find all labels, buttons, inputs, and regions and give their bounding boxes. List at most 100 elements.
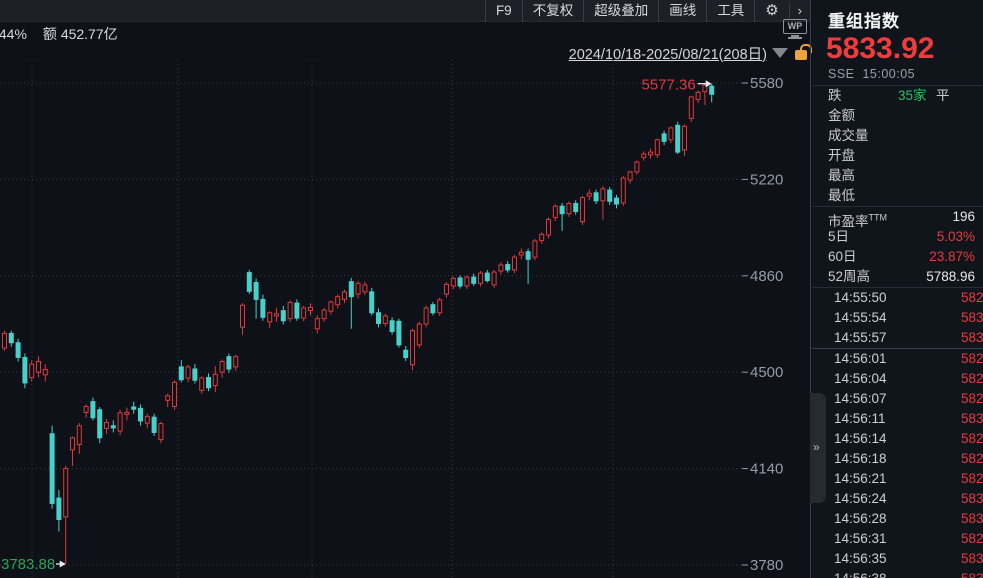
stat-label: 成交量 (828, 128, 869, 143)
tick-value: 583 (961, 411, 983, 426)
toolbar-button-3[interactable]: 超级叠加 (583, 0, 658, 22)
tick-row[interactable]: 14:56:21 582 (812, 469, 983, 489)
amount-label: 额 (42, 26, 57, 42)
tick-time: 14:56:38 (834, 571, 887, 578)
svg-text:5577.36: 5577.36 (641, 77, 695, 94)
stat-row[interactable]: 5日 5.03% (812, 227, 983, 247)
stat-label: 最高 (828, 168, 855, 183)
tick-time: 14:56:01 (834, 351, 887, 366)
stat-label: 60日 (828, 249, 857, 264)
gear-icon[interactable]: ⚙ (754, 0, 788, 22)
stat-row[interactable]: 60日 23.87% (812, 247, 983, 267)
stat-label: 5日 (828, 229, 850, 244)
quote-panel: 重组指数 5833.92 SSE 15:00:05 跌 35家 平 金额成交量开… (812, 0, 983, 578)
tick-row[interactable]: 14:56:01 582 (812, 349, 983, 369)
tick-row[interactable]: 14:56:38 583 (812, 569, 983, 578)
stat-row[interactable]: 开盘 (812, 146, 983, 166)
tick-value: 582 (961, 451, 983, 466)
tick-value: 582 (961, 290, 983, 305)
tick-time: 14:56:07 (834, 391, 887, 406)
chevron-right-icon[interactable]: › (788, 3, 810, 18)
stat-value: 5.03% (936, 229, 975, 244)
tick-value: 583 (961, 491, 983, 506)
tick-row[interactable]: 14:55:50 582 (812, 288, 983, 308)
tick-value: 582 (961, 371, 983, 386)
stat-value: 23.87% (929, 249, 975, 264)
tick-value: 582 (961, 431, 983, 446)
svg-text:3780: 3780 (750, 557, 783, 574)
change-percent: .44% (0, 26, 27, 42)
fall-label: 跌 (828, 88, 842, 103)
tick-time: 14:56:18 (834, 451, 887, 466)
chart-info-line: .44% 额 452.77亿 (0, 24, 118, 44)
tick-value: 583 (961, 569, 983, 578)
tick-value: 582 (961, 471, 983, 486)
tick-value: 582 (961, 391, 983, 406)
tick-value: 583 (961, 511, 983, 526)
quote-time: 15:00:05 (862, 67, 916, 81)
tick-time: 14:56:35 (834, 551, 887, 566)
svg-text:4860: 4860 (750, 268, 783, 285)
svg-text:3783.88: 3783.88 (1, 556, 55, 573)
tick-row[interactable]: 14:55:57 583 (812, 328, 983, 348)
wp-monitor-icon[interactable]: WP (783, 19, 807, 39)
stat-label: 金额 (828, 108, 855, 123)
tick-row[interactable]: 14:56:24 583 (812, 489, 983, 509)
tick-time: 14:56:24 (834, 491, 887, 506)
tick-time: 14:56:21 (834, 471, 887, 486)
tick-time: 14:56:31 (834, 531, 887, 546)
index-name: 重组指数 (828, 12, 900, 31)
tick-row[interactable]: 14:56:18 582 (812, 449, 983, 469)
exchange-label: SSE (828, 67, 855, 81)
tick-value: 583 (961, 330, 983, 345)
tick-row[interactable]: 14:55:54 583 (812, 308, 983, 328)
tick-row[interactable]: 14:56:04 582 (812, 369, 983, 389)
market-breadth-row: 跌 35家 平 (812, 86, 983, 106)
svg-text:5220: 5220 (750, 171, 783, 188)
tick-time: 14:55:57 (834, 330, 887, 345)
panel-divider (810, 0, 811, 578)
stat-row[interactable]: 最高 (812, 166, 983, 186)
index-price: 5833.92 (826, 32, 935, 65)
stat-value: 5788.96 (926, 269, 975, 284)
tick-value: 582 (961, 531, 983, 546)
candlestick-chart[interactable]: 5580 5220 4860 4500 4140 3780 5577.36 3783.88 (0, 60, 810, 578)
tick-row[interactable]: 14:56:28 583 (812, 509, 983, 529)
toolbar-button-1[interactable]: F9 (484, 0, 522, 22)
divider (812, 206, 983, 207)
toolbar-button-4[interactable]: 画线 (658, 0, 706, 22)
date-range-selector[interactable]: 2024/10/18-2025/08/21(208日) (568, 44, 812, 63)
stat-row[interactable]: 最低 (812, 186, 983, 206)
stat-row[interactable]: 52周高 5788.96 (812, 267, 983, 287)
toolbar-button-5[interactable]: 工具 (706, 0, 754, 22)
tick-row[interactable]: 14:56:31 582 (812, 529, 983, 549)
stat-row[interactable]: 成交量 (812, 126, 983, 146)
stat-label: 最低 (828, 188, 855, 203)
svg-text:5580: 5580 (750, 75, 783, 92)
tick-time: 14:56:11 (834, 411, 886, 426)
unlock-icon[interactable] (795, 44, 812, 60)
stat-value: 196 (952, 209, 975, 224)
tick-value: 582 (961, 351, 983, 366)
toolbar-button-2[interactable]: 不复权 (521, 0, 584, 22)
stat-row[interactable]: 金额 (812, 106, 983, 126)
chevron-down-icon[interactable] (772, 48, 788, 58)
svg-text:4140: 4140 (750, 461, 783, 478)
date-range-label[interactable]: 2024/10/18-2025/08/21(208日) (568, 46, 767, 63)
tick-row[interactable]: 14:56:07 582 (812, 389, 983, 409)
divider (812, 287, 983, 288)
double-chevron-icon: » (813, 440, 820, 454)
tick-row[interactable]: 14:56:14 582 (812, 429, 983, 449)
svg-text:4500: 4500 (750, 364, 783, 381)
panel-collapse-handle[interactable]: » (810, 393, 826, 503)
stat-row[interactable]: 市盈率TTM 196 (812, 207, 983, 229)
exchange-time: SSE 15:00:05 (812, 65, 983, 85)
tick-row[interactable]: 14:56:35 583 (812, 549, 983, 569)
tick-row[interactable]: 14:56:11 583 (812, 409, 983, 429)
amount-value: 452.77亿 (60, 26, 118, 42)
tick-time: 14:56:04 (834, 371, 887, 386)
fall-count: 35家 (898, 88, 927, 103)
tick-time: 14:56:14 (834, 431, 887, 446)
tick-time: 14:55:54 (834, 310, 887, 325)
